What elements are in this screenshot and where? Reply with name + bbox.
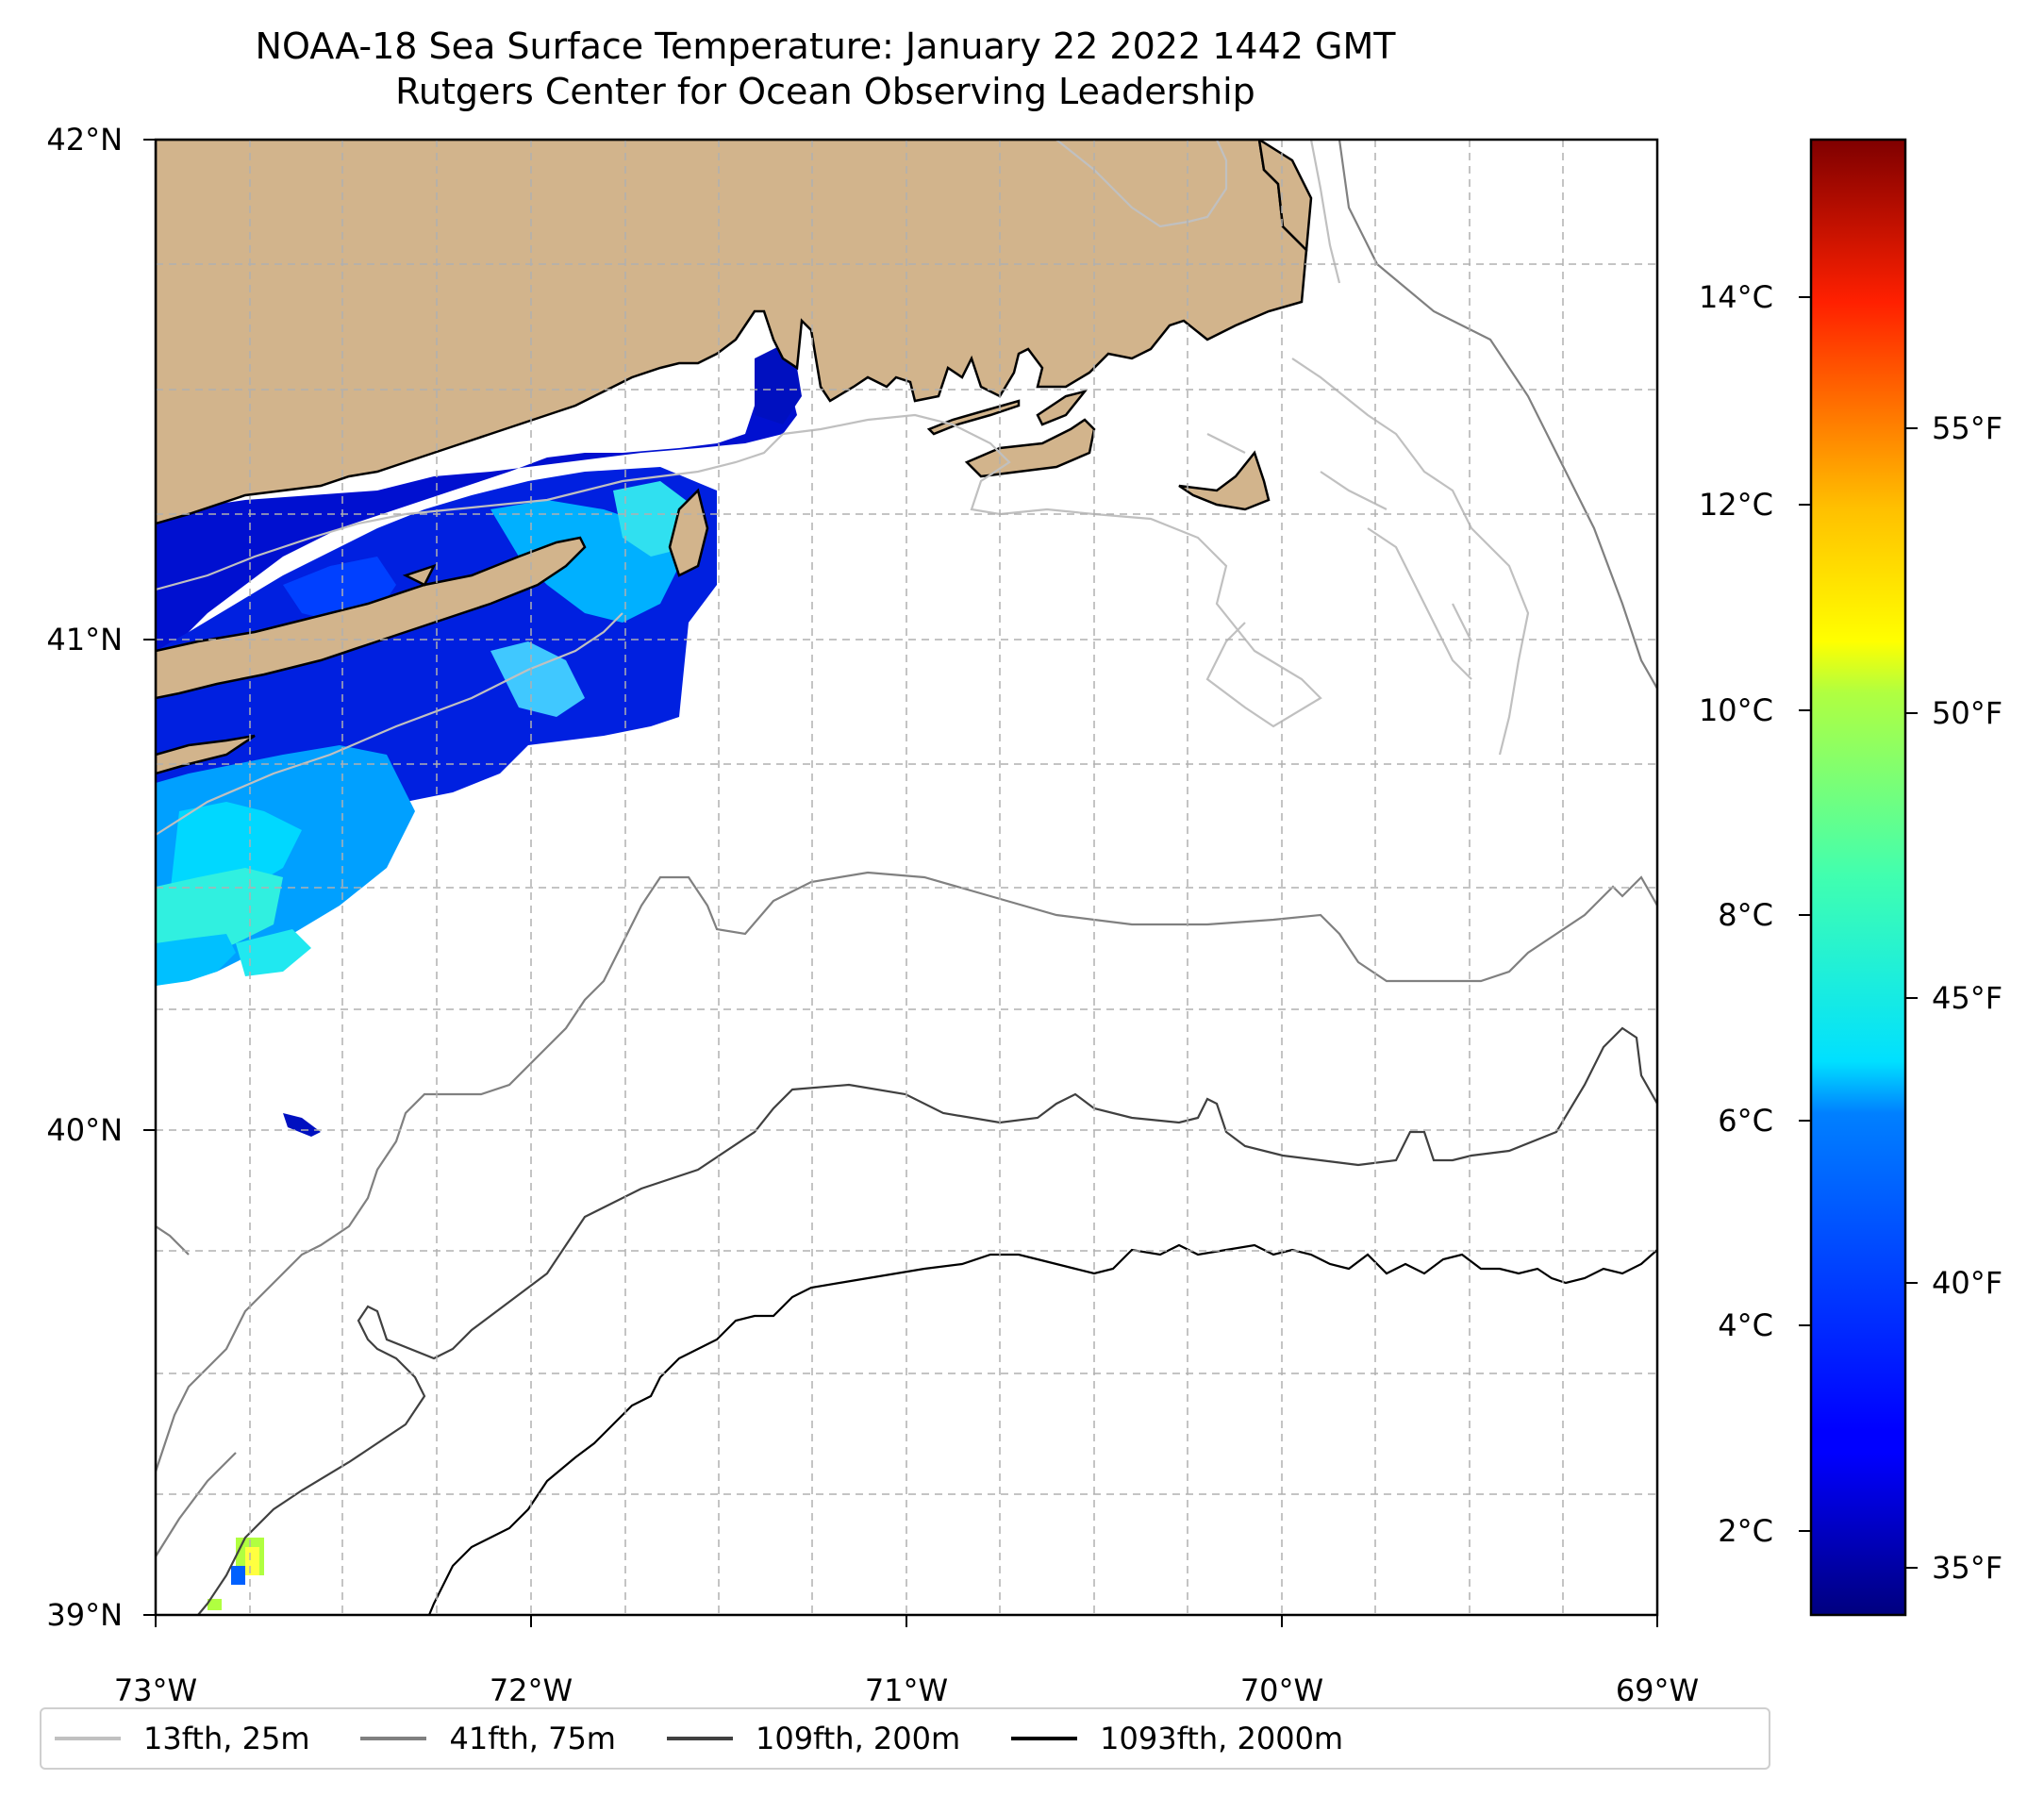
colorbar-fahrenheit-45: 45°F (1932, 980, 2003, 1016)
colorbar-celsius-12: 12°C (1698, 487, 1773, 523)
isobath-2000m (427, 1243, 1657, 1615)
colorbar-celsius-6: 6°C (1718, 1103, 1773, 1139)
legend-item-2000m: 1093fth, 2000m (1011, 1721, 1343, 1756)
lat-tick-41: 41°N (46, 622, 123, 657)
lat-tick-40: 40°N (46, 1112, 123, 1148)
colorbar-fahrenheit-40: 40°F (1932, 1265, 2003, 1301)
land-masses (156, 140, 1313, 775)
isobath-legend: 13fth, 25m 41fth, 75m 109fth, 200m 1093f… (40, 1707, 1770, 1770)
legend-label-75m: 41fth, 75m (449, 1721, 616, 1756)
lon-tick-71: 71°W (864, 1672, 949, 1708)
legend-label-25m: 13fth, 25m (143, 1721, 310, 1756)
colorbar (1809, 138, 1907, 1617)
legend-swatch-2000m (1011, 1737, 1078, 1740)
legend-label-200m: 109fth, 200m (755, 1721, 961, 1756)
lat-tick-39: 39°N (46, 1597, 123, 1633)
legend-item-200m: 109fth, 200m (666, 1721, 961, 1756)
legend-item-75m: 41fth, 75m (360, 1721, 616, 1756)
legend-swatch-25m (55, 1737, 121, 1740)
colorbar-celsius-8: 8°C (1718, 897, 1773, 933)
legend-swatch-75m (360, 1737, 427, 1740)
isobath-200m (197, 1026, 1657, 1615)
isobath-25m (156, 140, 1530, 836)
map-gridlines (156, 140, 1657, 1615)
colorbar-fahrenheit-55: 55°F (1932, 410, 2003, 446)
colorbar-celsius-4: 4°C (1718, 1307, 1773, 1343)
legend-swatch-200m (666, 1737, 733, 1740)
lon-tick-70: 70°W (1239, 1672, 1324, 1708)
axis-ticks (143, 139, 1658, 1627)
colorbar-celsius-2: 2°C (1718, 1513, 1773, 1549)
lat-tick-42: 42°N (46, 122, 123, 158)
map-subtitle: Rutgers Center for Ocean Observing Leade… (395, 71, 1255, 112)
isobath-75m (156, 140, 1657, 1557)
lon-tick-73: 73°W (113, 1672, 198, 1708)
legend-label-2000m: 1093fth, 2000m (1100, 1721, 1344, 1756)
map-area (156, 140, 1657, 1615)
legend-item-25m: 13fth, 25m (55, 1721, 309, 1756)
lon-tick-69: 69°W (1615, 1672, 1700, 1708)
colorbar-ticks (1799, 296, 1918, 1569)
colorbar-celsius-14: 14°C (1698, 279, 1773, 315)
colorbar-fahrenheit-50: 50°F (1932, 695, 2003, 731)
colorbar-celsius-10: 10°C (1698, 692, 1773, 728)
map-title: NOAA-18 Sea Surface Temperature: January… (255, 25, 1396, 67)
colorbar-fahrenheit-35: 35°F (1932, 1550, 2003, 1586)
lon-tick-72: 72°W (489, 1672, 573, 1708)
